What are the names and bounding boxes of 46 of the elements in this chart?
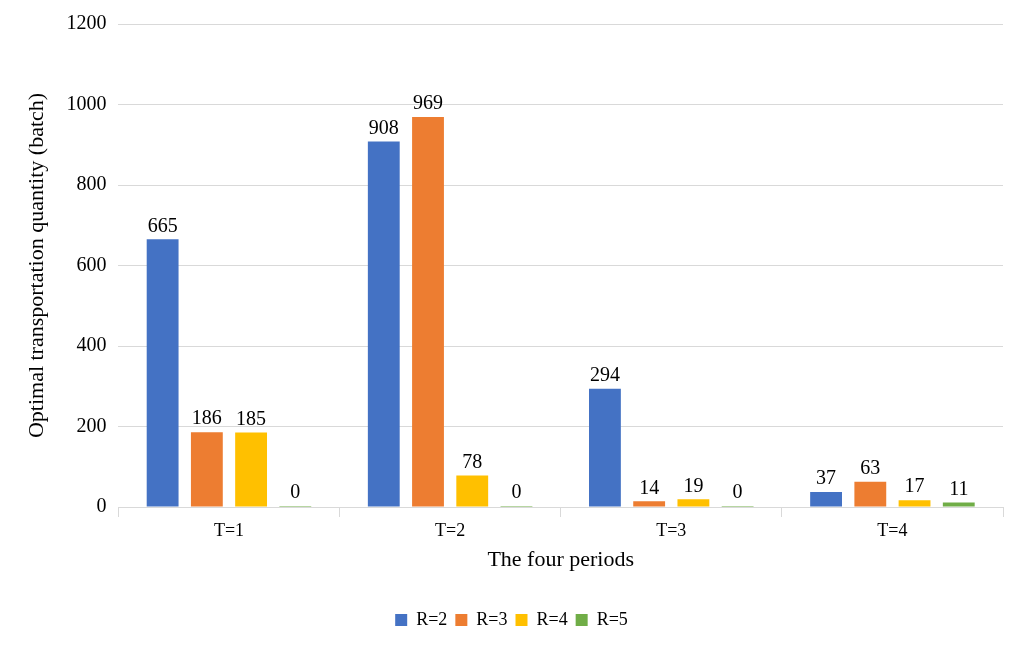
data-label: 11 [949,476,969,499]
x-tick-label: T=3 [656,519,687,540]
x-tick-label: T=2 [435,519,466,540]
data-label: 19 [683,473,704,496]
y-tick-label: 600 [76,252,107,275]
bar [942,502,975,507]
bar [235,432,268,507]
legend-label: R=2 [416,608,448,629]
bar [412,116,444,507]
data-label: 908 [368,115,399,138]
y-tick-label: 200 [76,413,107,436]
y-tick-label: 1200 [66,11,107,34]
legend-label: R=4 [536,608,568,629]
data-label: 78 [462,449,483,472]
bar [589,388,621,507]
data-label: 0 [290,480,301,503]
x-tick-label: T=4 [877,519,908,540]
y-tick-label: 1000 [66,91,107,114]
data-label: 665 [147,213,178,236]
y-tick-label: 800 [76,172,107,195]
data-label: 186 [191,406,222,429]
data-label: 37 [816,466,837,489]
data-label: 63 [860,455,881,478]
legend-label: R=3 [476,608,508,629]
y-axis-title: Optimal transportation quantity (batch) [22,92,48,439]
bar [898,500,931,507]
bar [146,239,179,507]
x-tick-label: T=1 [213,519,245,540]
bar [810,492,842,507]
bar [367,141,400,507]
legend-label: R=5 [596,608,628,629]
bar [633,501,666,507]
data-label: 14 [639,475,660,498]
data-label: 294 [589,362,620,385]
data-label: 0 [732,480,743,503]
data-label: 185 [236,406,267,429]
x-axis-title: The four periods [487,545,635,571]
data-label: 969 [413,91,444,114]
bar [190,432,223,507]
data-label: 0 [511,480,522,503]
bar [677,499,710,507]
data-label: 17 [904,474,925,497]
y-tick-label: 400 [76,333,107,356]
y-tick-label: 0 [96,494,107,517]
bar [854,481,887,507]
bar [456,475,489,507]
